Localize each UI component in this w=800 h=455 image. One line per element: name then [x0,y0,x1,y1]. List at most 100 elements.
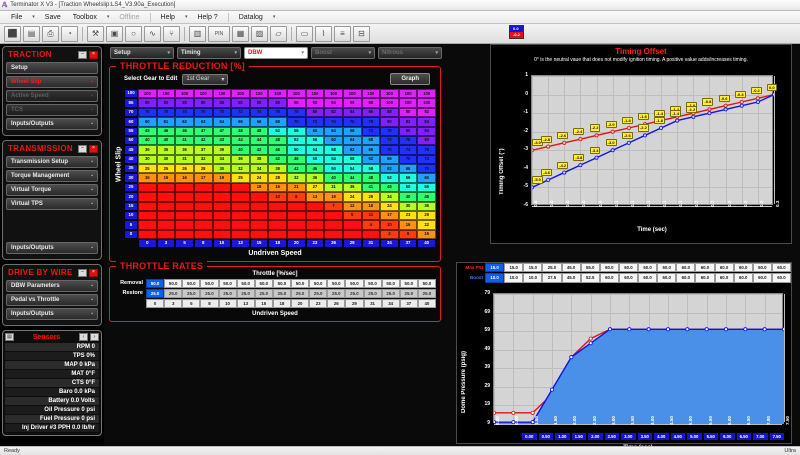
heatmap-cell[interactable]: 61 [156,117,176,127]
boost-value-cell[interactable]: 60.0 [599,273,619,283]
heatmap-cell[interactable]: 44 [231,135,250,146]
heatmap-cell[interactable]: 40 [156,135,176,146]
boost-value-cell[interactable]: 60.0 [618,263,638,273]
heatmap-cell[interactable]: 88 [268,98,287,108]
boost-value-cell[interactable]: 60.0 [771,273,791,283]
heatmap-cell[interactable]: 36 [342,182,362,193]
time-cell[interactable]: 3.00 [620,431,637,441]
boost-value-cell[interactable]: 60.0 [714,273,734,283]
boost-value-cell[interactable]: 15.0 [523,263,543,273]
heatmap-cell[interactable]: 46 [156,126,176,136]
heatmap-cell[interactable]: 27 [305,182,325,193]
boost-row-cells[interactable]: 15.0 15.0 15.0 25.0 45.0 55.0 60.0 60.0 60.0 60.0… [485,263,791,273]
heatmap-cell[interactable]: 100 [380,89,399,99]
split-icon[interactable]: ⊟ [353,25,370,42]
timing-plot-area[interactable]: -3.0-2.8-2.6-2.4-2.2-2.0-1.8-1.6-1.4-1.2… [531,75,777,207]
heatmap-cell[interactable]: 0 [212,182,232,193]
heatmap-cell[interactable]: 40 [231,145,250,155]
screen-icon[interactable]: ▨ [251,25,268,42]
heatmap-cell[interactable]: 85 [138,98,157,108]
heatmap-cell[interactable]: 0 [231,210,250,221]
heatmap-cell[interactable]: 39 [212,145,232,155]
sidebar-item-inputsoutputs[interactable]: Inputs/Outputs ▪ [6,242,98,254]
heatmap-cell[interactable]: 56 [398,173,418,183]
sidebar-item-transmissionsetup[interactable]: Transmission Setup ▪ [6,156,98,168]
time-cell[interactable]: 5.50 [702,431,719,441]
heatmap-cell[interactable]: 50 [287,145,306,155]
heatmap-cell[interactable]: 0 [305,229,325,239]
heatmap-cell[interactable]: 92 [305,98,325,108]
heatmap-cell[interactable]: 84 [417,126,436,136]
heatmap-cell[interactable]: 0 [268,210,287,221]
heatmap-cell[interactable]: 46 [305,164,325,174]
heatmap-cell[interactable]: 0 [175,210,194,221]
boost-value-cell[interactable]: 60.0 [599,263,619,273]
pinmap-icon[interactable]: PIN [208,25,230,42]
heatmap-cell[interactable]: 38 [268,164,287,174]
heatmap-cell[interactable]: 32 [231,164,250,174]
heatmap-cell[interactable]: 0 [175,229,194,239]
heatmap-cell[interactable]: 0 [268,229,287,239]
heatmap-cell[interactable]: 90 [287,98,306,108]
heatmap-cell[interactable]: 0 [138,220,157,230]
sidebar-item-torquemanagement[interactable]: Torque Management ▪ [6,170,98,182]
boost-value-cell[interactable]: 27.5 [542,273,562,283]
heatmap-cell[interactable]: 45 [417,192,436,202]
heatmap-cell[interactable]: 34 [212,154,232,164]
time-cell[interactable]: 6.00 [719,431,736,441]
plug-icon[interactable]: ⑂ [163,25,180,42]
heatmap-cell[interactable]: 0 [287,201,306,211]
removal-cell[interactable]: 50.0 [345,278,364,288]
heatmap-cell[interactable]: 28 [193,164,213,174]
heatmap-cell[interactable]: 85 [231,98,250,108]
close-icon[interactable]: × [89,268,98,277]
boost-value-cell[interactable]: 60.0 [638,263,658,273]
heatmap-cell[interactable]: 26 [175,164,194,174]
heatmap-cell[interactable]: 0 [138,210,157,221]
sensors-prev-icon[interactable]: ‹ [79,333,88,341]
heatmap-cell[interactable]: 41 [175,135,194,146]
heatmap-cell[interactable]: 0 [156,182,176,193]
heatmap-cell[interactable]: 70 [138,107,157,118]
heatmap-cell[interactable]: 0 [305,210,325,221]
heatmap-cell[interactable]: 84 [417,117,436,127]
heatmap-cell[interactable]: 85 [212,98,232,108]
boost-value-cell[interactable]: 10.0 [523,273,543,283]
heatmap-cell[interactable]: 25 [156,164,176,174]
minimize-icon[interactable]: – [78,268,87,277]
heatmap-cell[interactable]: 100 [417,98,436,108]
menu-item-help[interactable]: Help [160,13,175,21]
sidebar-item-setup[interactable]: Setup [6,62,98,74]
tab-nitrous[interactable]: Nitrous ▾ [378,47,442,59]
heatmap-cell[interactable]: 44 [249,135,269,146]
heatmap-cell[interactable]: 36 [175,145,194,155]
heatmap-cell[interactable]: 8 [287,192,306,202]
heatmap-cell[interactable]: 100 [342,89,362,99]
sidebar-item-virtualtorque[interactable]: Virtual Torque ▪ [6,184,98,196]
heatmap-cell[interactable]: 0 [231,201,250,211]
heatmap-cell[interactable]: 100 [231,89,250,99]
heatmap-cell[interactable]: 85 [249,98,269,108]
time-cell[interactable]: 7.00 [752,431,769,441]
restore-cell[interactable]: 25.0 [254,288,273,298]
heatmap-cell[interactable]: 0 [175,201,194,211]
heatmap-cell[interactable]: 72 [380,135,399,146]
heatmap-cell[interactable]: 100 [249,89,269,99]
heatmap-cell[interactable]: 52 [287,135,306,146]
heatmap-cell[interactable]: 58 [324,145,343,155]
heatmap-cell[interactable]: 30 [212,164,232,174]
minimize-icon[interactable]: – [78,50,87,59]
removal-cell[interactable]: 50.0 [200,278,219,288]
heatmap-cell[interactable]: 0 [156,229,176,239]
heatmap-cell[interactable]: 17 [380,210,399,221]
time-cell[interactable]: 0.50 [537,431,554,441]
heatmap-cell[interactable]: 16 [268,182,287,193]
heatmap-cell[interactable]: 40 [138,135,157,146]
heatmap-cell[interactable]: 52 [380,173,399,183]
heatmap-cell[interactable]: 80 [398,126,418,136]
heatmap-cell[interactable]: 0 [156,210,176,221]
heatmap-cell[interactable]: 0 [212,220,232,230]
time-cell[interactable]: 3.50 [636,431,653,441]
removal-cell[interactable]: 50.0 [236,278,255,288]
heatmap-cell[interactable]: 0 [193,192,213,202]
